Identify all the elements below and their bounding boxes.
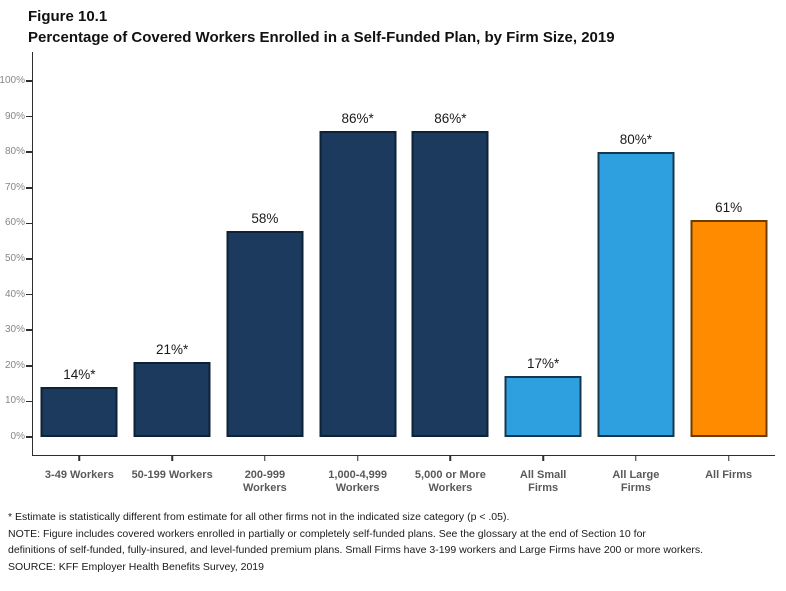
x-category-label-line: 1,000-4,999 — [328, 469, 387, 481]
bar-5-000-or-more-workers — [411, 130, 489, 437]
bar-3-49-workers — [40, 387, 118, 437]
x-category-label-line: All Large — [612, 469, 660, 481]
x-category-label: All Large Firms — [590, 469, 683, 495]
x-category-label-line: Workers — [242, 482, 287, 494]
bar-50-199-workers — [133, 362, 211, 437]
x-category-label-line: 50-199 Workers — [131, 469, 213, 481]
y-tick-label: 20% — [4, 359, 25, 371]
bar-slot-5-000-or-more-workers: 86%* — [404, 81, 497, 437]
x-category-label: All Small Firms — [497, 469, 590, 495]
y-tick — [26, 258, 32, 260]
y-tick-label: 60% — [4, 217, 25, 229]
y-tick — [26, 400, 32, 403]
plot-area: 14%* 21%* 58% 86%* 86%* 17%* 80%* 61% 3-49 Work… — [0, 52, 775, 494]
x-category-label: 200-999 Workers — [219, 469, 312, 495]
bar-slot-3-49-workers: 14%* — [33, 81, 126, 437]
x-axis-row: 3-49 Workers 50-199 Workers 200-999 Workers… — [33, 455, 775, 495]
footnote-source: SOURCE: KFF Employer Health Benefits Sur… — [8, 560, 264, 573]
bar-all-small-firms — [504, 376, 582, 437]
x-cell-3-49-workers: 3-49 Workers — [33, 455, 126, 495]
bar-value-label: 86%* — [341, 110, 374, 126]
x-category-label-line: Firms — [528, 482, 559, 494]
y-tick-label: 80% — [4, 146, 25, 158]
bar-all-large-firms — [597, 152, 675, 437]
x-category-label-line: 3-49 Workers — [44, 469, 114, 481]
y-tick-label: 70% — [4, 181, 25, 193]
x-category-label-line: Workers — [335, 482, 380, 494]
y-tick — [26, 80, 32, 82]
bar-slot-1-000-4-999-workers: 86%* — [311, 81, 404, 437]
x-cell-all-large-firms: All Large Firms — [590, 455, 683, 495]
bar-value-label: 80%* — [619, 132, 653, 148]
footnote-asterisk: * Estimate is statistically different fr… — [8, 511, 510, 523]
bar-slot-all-firms: 61% — [682, 81, 775, 437]
bar-value-label: 21%* — [155, 342, 189, 358]
y-tick — [26, 365, 32, 367]
x-tick — [78, 456, 81, 461]
bar-value-label: 58% — [251, 210, 279, 226]
x-category-label: 3-49 Workers — [33, 469, 126, 482]
x-tick — [449, 456, 452, 461]
bar-slot-all-small-firms: 17%* — [497, 81, 590, 437]
x-tick — [635, 456, 637, 461]
bar-slot-all-large-firms: 80%* — [590, 81, 683, 437]
footnote-note-line1: NOTE: Figure includes covered workers en… — [8, 527, 646, 540]
x-category-label-line: 5,000 or More — [414, 469, 486, 481]
x-category-label-line: Workers — [428, 482, 473, 494]
x-tick — [264, 456, 266, 461]
x-tick — [171, 456, 173, 461]
footnote-note-line2: definitions of self-funded, fully-insure… — [8, 544, 704, 556]
bar-1-000-4-999-workers — [319, 130, 397, 437]
x-category-label: 50-199 Workers — [126, 469, 219, 482]
bar-slot-50-199-workers: 21%* — [126, 81, 219, 437]
x-category-label: All Firms — [682, 469, 775, 482]
x-category-label-line: All Firms — [705, 469, 753, 481]
x-cell-50-199-workers: 50-199 Workers — [126, 455, 219, 495]
bar-all-firms — [690, 219, 768, 437]
x-tick — [356, 456, 359, 461]
y-tick — [26, 293, 32, 296]
y-tick-label: 10% — [4, 395, 25, 407]
x-category-label-line: Firms — [620, 482, 651, 494]
x-category-label-line: 200-999 — [244, 469, 286, 481]
y-tick — [26, 222, 32, 225]
bar-value-label: 86%* — [434, 110, 467, 126]
y-tick — [26, 115, 32, 118]
bar-slot-200-999-workers: 58% — [219, 81, 312, 437]
bars-row: 14%* 21%* 58% 86%* 86%* 17%* 80%* 61% — [33, 81, 775, 437]
y-tick-label: 100% — [0, 75, 25, 86]
x-cell-200-999-workers: 200-999 Workers — [219, 455, 312, 495]
y-tick — [26, 151, 32, 153]
x-tick — [727, 456, 730, 461]
y-tick-label: 90% — [4, 110, 25, 122]
x-cell-all-firms: All Firms — [682, 455, 775, 495]
bar-value-label: 17%* — [526, 356, 560, 372]
bar-value-label: 14%* — [63, 367, 96, 383]
y-tick — [26, 187, 32, 189]
y-tick-label: 30% — [4, 324, 25, 336]
y-tick-label: 50% — [4, 253, 25, 264]
footnotes: * Estimate is statistically different fr… — [8, 509, 780, 575]
x-tick — [542, 456, 544, 461]
x-category-label: 1,000-4,999 Workers — [311, 469, 404, 495]
x-cell-5-000-or-more-workers: 5,000 or More Workers — [404, 455, 497, 495]
figure-label: Figure 10.1 — [28, 8, 108, 25]
x-cell-all-small-firms: All Small Firms — [497, 455, 590, 495]
x-cell-1-000-4-999-workers: 1,000-4,999 Workers — [311, 455, 404, 495]
bar-value-label: 61% — [715, 199, 743, 215]
chart-title: Percentage of Covered Workers Enrolled i… — [28, 29, 615, 46]
y-tick — [26, 436, 32, 438]
y-tick — [26, 329, 32, 331]
y-tick-label: 0% — [10, 431, 25, 442]
x-category-label-line: All Small — [519, 469, 567, 481]
x-category-label: 5,000 or More Workers — [404, 469, 497, 495]
y-tick-label: 40% — [4, 288, 25, 300]
bar-200-999-workers — [226, 230, 304, 437]
